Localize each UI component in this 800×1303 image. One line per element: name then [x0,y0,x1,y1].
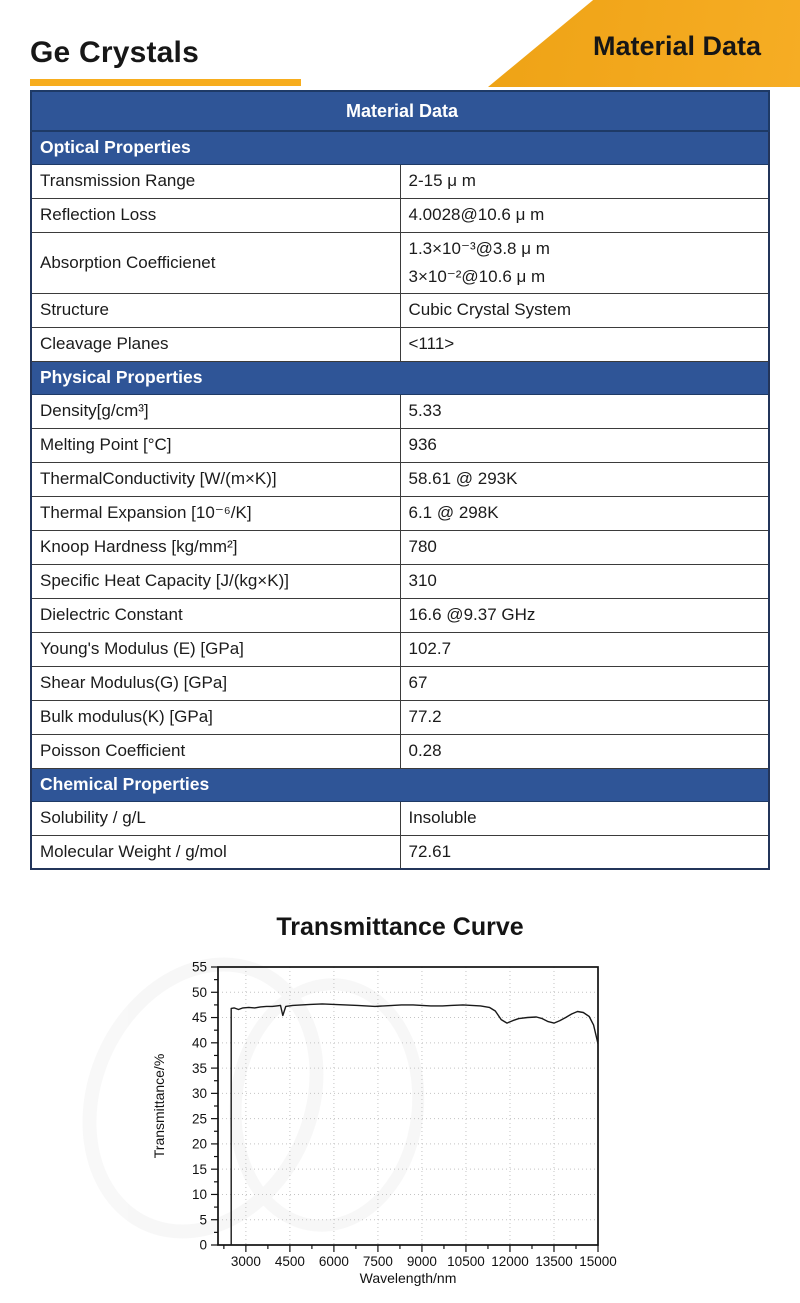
svg-text:6000: 6000 [319,1254,349,1269]
chart-canvas: 0 5 10 15 20 25 30 35 40 45 50 55 3000 4500 6000 7500 90… [151,960,617,1286]
svg-text:35: 35 [192,1061,207,1076]
property-value: 1.3×10⁻³@3.8 μ m 3×10⁻²@10.6 μ m [399,231,770,294]
section-row: Chemical Properties [30,767,770,802]
property-value: 5.33 [399,393,770,429]
svg-text:45: 45 [192,1010,207,1025]
property-label: Dielectric Constant [30,597,401,633]
table-row: Dielectric Constant 16.6 @9.37 GHz [30,597,770,633]
table-row: Cleavage Planes <111> [30,326,770,362]
property-value: 58.61 @ 293K [399,461,770,497]
property-value: 310 [399,563,770,599]
property-label: Young's Modulus (E) [GPa] [30,631,401,667]
property-label: Shear Modulus(G) [GPa] [30,665,401,701]
material-data-table: Material Data Optical Properties Transmis… [30,90,770,871]
table-row: Structure Cubic Crystal System [30,292,770,328]
chart-title: Transmittance Curve [276,913,524,941]
section-row: Optical Properties [30,130,770,165]
property-value: 0.28 [399,733,770,769]
section-header: Chemical Properties [30,767,770,802]
svg-text:12000: 12000 [491,1254,529,1269]
table-row: Knoop Hardness [kg/mm²] 780 [30,529,770,565]
svg-text:13500: 13500 [535,1254,573,1269]
property-label: Transmission Range [30,163,401,199]
property-label: Bulk modulus(K) [GPa] [30,699,401,735]
property-label: Specific Heat Capacity [J/(kg×K)] [30,563,401,599]
table-row: Transmission Range 2-15 μ m [30,163,770,199]
svg-text:7500: 7500 [363,1254,393,1269]
table-row: Density[g/cm³] 5.33 [30,393,770,429]
property-label: Solubility / g/L [30,800,401,836]
property-label: Knoop Hardness [kg/mm²] [30,529,401,565]
title-underline [30,79,301,86]
svg-text:25: 25 [192,1111,207,1126]
table-row: Molecular Weight / g/mol 72.61 [30,834,770,870]
table-row: Young's Modulus (E) [GPa] 102.7 [30,631,770,667]
property-value: 16.6 @9.37 GHz [399,597,770,633]
table-row: Shear Modulus(G) [GPa] 67 [30,665,770,701]
svg-text:40: 40 [192,1036,207,1051]
property-value: 2-15 μ m [399,163,770,199]
page-title: Ge Crystals [30,36,199,69]
table-row: Reflection Loss 4.0028@10.6 μ m [30,197,770,233]
svg-text:10500: 10500 [447,1254,485,1269]
svg-text:55: 55 [192,960,207,975]
svg-text:15000: 15000 [579,1254,617,1269]
svg-text:50: 50 [192,985,207,1000]
property-value: 77.2 [399,699,770,735]
svg-text:10: 10 [192,1187,207,1202]
table-title: Material Data [30,90,770,132]
svg-text:Transmittance/%: Transmittance/% [151,1054,167,1159]
property-value: 4.0028@10.6 μ m [399,197,770,233]
svg-text:15: 15 [192,1162,207,1177]
property-label: Thermal Expansion [10⁻⁶/K] [30,495,401,531]
table-row: Melting Point [°C] 936 [30,427,770,463]
table-row: Absorption Coefficienet 1.3×10⁻³@3.8 μ m … [30,231,770,294]
section-header: Optical Properties [30,130,770,165]
table-row: Bulk modulus(K) [GPa] 77.2 [30,699,770,735]
property-label: Cleavage Planes [30,326,401,362]
svg-text:0: 0 [199,1238,207,1253]
corner-banner-label: Material Data [592,31,762,61]
svg-text:5: 5 [199,1212,207,1227]
svg-text:Wavelength/nm: Wavelength/nm [360,1270,457,1286]
property-value: 780 [399,529,770,565]
section-header: Physical Properties [30,360,770,395]
property-label: Density[g/cm³] [30,393,401,429]
section-row: Physical Properties [30,360,770,395]
svg-text:9000: 9000 [407,1254,437,1269]
svg-text:20: 20 [192,1137,207,1152]
property-value: 6.1 @ 298K [399,495,770,531]
property-value: 67 [399,665,770,701]
property-label: Molecular Weight / g/mol [30,834,401,870]
property-label: Melting Point [°C] [30,427,401,463]
property-label: Absorption Coefficienet [30,231,401,294]
property-label: Structure [30,292,401,328]
property-label: Reflection Loss [30,197,401,233]
property-value: 102.7 [399,631,770,667]
svg-text:4500: 4500 [275,1254,305,1269]
table-header-row: Material Data [30,90,770,132]
corner-banner: Material Data [488,0,800,87]
property-label: ThermalConductivity [W/(m×K)] [30,461,401,497]
property-value: Cubic Crystal System [399,292,770,328]
table-row: Poisson Coefficient 0.28 [30,733,770,769]
svg-text:30: 30 [192,1086,207,1101]
property-value: 72.61 [399,834,770,870]
property-value: 936 [399,427,770,463]
table-row: Thermal Expansion [10⁻⁶/K] 6.1 @ 298K [30,495,770,531]
table-row: ThermalConductivity [W/(m×K)] 58.61 @ 293… [30,461,770,497]
property-value: <111> [399,326,770,362]
table-row: Solubility / g/L Insoluble [30,800,770,836]
svg-text:3000: 3000 [231,1254,261,1269]
property-value: Insoluble [399,800,770,836]
property-label: Poisson Coefficient [30,733,401,769]
transmittance-chart: Transmittance Curve 0 5 10 15 20 25 30 35 40 45 50… [0,905,800,1303]
table-row: Specific Heat Capacity [J/(kg×K)] 310 [30,563,770,599]
